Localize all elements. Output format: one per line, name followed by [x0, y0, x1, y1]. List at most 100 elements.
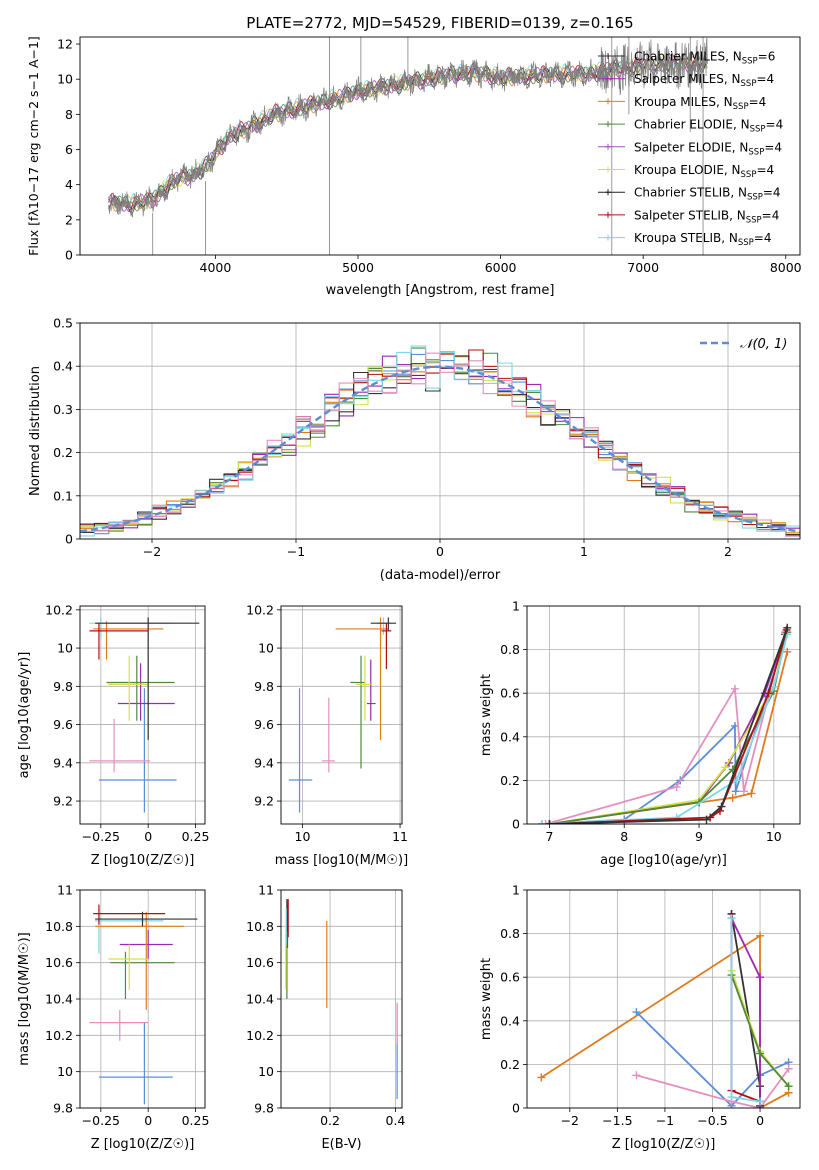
- error-bar-point: [110, 951, 175, 999]
- series-marker: [739, 787, 748, 796]
- x-tick-label: 11: [392, 829, 408, 844]
- x-axis-label: Z [log10(Z/Z☉)]: [91, 853, 195, 868]
- y-tick-label: 9.8: [254, 679, 274, 694]
- x-tick-label: 0.4: [386, 1113, 406, 1128]
- series-marker: [537, 1073, 546, 1082]
- chart-mass-weight-vs-Z: −2 −1.5 −1 −0.5 0 0 0.2 0.4 0.6 0.8 1: [500, 883, 801, 1128]
- x-tick-label: 0.25: [182, 829, 210, 844]
- series-marker: [756, 1097, 765, 1106]
- error-bar-point: [370, 617, 397, 631]
- error-bar-point: [98, 1022, 173, 1105]
- y-tick-label: 10.2: [246, 1028, 274, 1043]
- series-marker: [702, 815, 711, 824]
- x-tick-label: 0: [144, 1113, 152, 1128]
- error-bar-point: [98, 688, 177, 813]
- chart-age-vs-mass: 10 11 9.2 9.4 9.6 9.8 10 10.2: [246, 602, 408, 844]
- legend-count: =4: [756, 72, 774, 86]
- y-tick-label: 10.6: [246, 955, 274, 970]
- error-bar-point: [366, 659, 376, 721]
- x-tick-label: 8: [620, 829, 628, 844]
- legend-subscript: SSP: [738, 238, 754, 248]
- y-tick-label: 0.2: [500, 773, 520, 788]
- legend-count: =4: [754, 231, 772, 245]
- x-tick-label: 10: [295, 829, 311, 844]
- series-marker: [672, 782, 681, 791]
- error-bar-point: [381, 623, 392, 670]
- y-tick-label: 0.8: [500, 642, 520, 657]
- y-tick-label: 0: [65, 532, 73, 547]
- legend-marker: [605, 53, 611, 59]
- x-tick-label: 4000: [200, 260, 232, 275]
- axes-frame: [526, 889, 801, 1109]
- series-marker: [764, 689, 773, 698]
- x-tick-label: 5000: [342, 260, 374, 275]
- y-tick-label: 10.6: [45, 955, 73, 970]
- x-tick-label: 0.2: [320, 1113, 340, 1128]
- error-bar-point: [117, 663, 175, 721]
- error-bar-point: [108, 655, 149, 721]
- y-tick-label: 0.6: [500, 970, 520, 985]
- error-bar-point: [356, 655, 371, 721]
- series-marker: [541, 820, 550, 824]
- legend-marker: [605, 98, 611, 105]
- legend-entry: Chabrier ELODIE, NSSP=4: [634, 118, 783, 135]
- y-tick-label: 10.4: [45, 992, 73, 1007]
- spectrum-x-label: wavelength [Angstrom, rest frame]: [326, 283, 555, 298]
- legend-subscript: SSP: [746, 215, 762, 225]
- y-tick-label: 10.2: [45, 602, 73, 617]
- axes-frame: [280, 605, 403, 825]
- series-marker: [756, 931, 765, 940]
- error-bar-point: [335, 617, 389, 740]
- legend-marker: [605, 75, 611, 82]
- series-marker: [728, 793, 737, 802]
- legend-marker: [605, 234, 611, 241]
- x-tick-label: 10: [766, 829, 782, 844]
- error-bar-point: [89, 623, 149, 660]
- legend-count: =6: [758, 50, 776, 64]
- series-marker: [727, 1093, 736, 1102]
- legend-label: Salpeter ELODIE, N: [634, 140, 748, 154]
- axes-frame: [280, 889, 403, 1109]
- y-tick-label: 8: [65, 107, 73, 122]
- y-tick-label: 9.2: [254, 794, 274, 809]
- y-tick-label: 9.8: [53, 1101, 73, 1116]
- y-tick-label: 0.3: [53, 402, 73, 417]
- y-tick-label: 0.4: [500, 729, 520, 744]
- y-axis-label: age [log10(age/yr)]: [17, 652, 32, 779]
- error-bar-point: [93, 904, 166, 925]
- y-tick-label: 10: [258, 641, 274, 656]
- legend-count: =4: [749, 95, 767, 109]
- legend-subscript: SSP: [741, 79, 757, 89]
- x-tick-label: 2: [724, 544, 732, 559]
- series-marker: [732, 776, 741, 785]
- y-tick-label: 2: [65, 212, 73, 227]
- series-line: [549, 651, 789, 824]
- error-bar-point: [89, 1009, 149, 1041]
- mass-weight-series: [545, 625, 791, 824]
- plot-area: [285, 899, 398, 1099]
- series-marker: [632, 1071, 641, 1080]
- plot-area: [108, 37, 708, 255]
- y-tick-label: 4: [65, 177, 73, 192]
- x-tick-label: −0.5: [697, 1113, 727, 1128]
- x-axis-label: E(B-V): [321, 1137, 361, 1152]
- legend-count: =4: [763, 186, 781, 200]
- legend-label: Kroupa MILES, N: [634, 95, 733, 109]
- x-axis-label: Z [log10(Z/Z☉)]: [91, 1137, 195, 1152]
- x-tick-label: −1: [287, 544, 305, 559]
- x-tick-label: −0.25: [82, 1113, 120, 1128]
- series-marker: [784, 1064, 793, 1073]
- legend-subscript: SSP: [747, 193, 763, 203]
- chart-mass-vs-Z: −0.25 0 0.25 9.8 10 10.2 10.4 10.6 10.8 11: [45, 883, 209, 1129]
- y-tick-label: 12: [57, 37, 73, 52]
- y-tick-label: 1: [512, 883, 520, 898]
- chart-residuals: −2 −1 0 1 2 0 0.1 0.2 0.3 0.4 0.5: [53, 316, 801, 559]
- series-marker: [717, 802, 726, 811]
- chart-spectrum: 4000 5000 6000 7000 8000 0 2 4 6 8 10 12: [57, 37, 802, 275]
- legend-marker: [605, 189, 611, 196]
- x-tick-label: 0: [436, 544, 444, 559]
- error-bar-point: [93, 621, 164, 660]
- y-tick-label: 0.5: [53, 316, 73, 331]
- legend-subscript: SSP: [750, 125, 766, 135]
- x-tick-label: 1: [580, 544, 588, 559]
